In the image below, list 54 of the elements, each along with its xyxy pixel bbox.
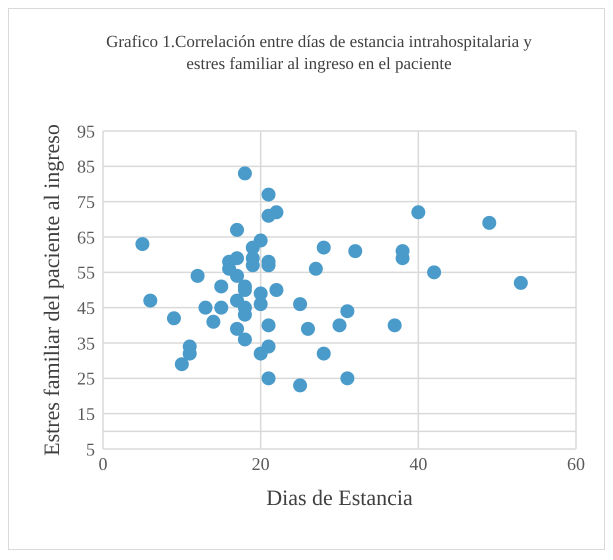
y-tick-label: 15 — [77, 404, 95, 424]
point — [482, 216, 496, 230]
point — [340, 304, 354, 318]
point — [206, 314, 220, 329]
y-tick-label: 45 — [77, 298, 95, 318]
point — [348, 244, 362, 258]
point — [166, 311, 181, 326]
point — [293, 378, 308, 392]
point — [340, 371, 354, 386]
point — [135, 237, 150, 252]
y-tick-label: 5 — [86, 439, 95, 460]
x-tick-label: 0 — [98, 454, 108, 474]
x-tick-label: 40 — [409, 454, 428, 474]
point — [214, 279, 228, 294]
point — [332, 318, 346, 332]
point — [214, 300, 228, 315]
point — [262, 188, 276, 202]
point — [238, 332, 252, 346]
point — [230, 322, 244, 336]
y-axis-title: Estres familiar del paciente al ingreso — [38, 124, 64, 456]
point — [230, 222, 244, 237]
point — [427, 265, 442, 280]
point — [254, 346, 268, 361]
point — [230, 268, 244, 283]
point — [293, 297, 308, 312]
point — [254, 297, 268, 312]
point — [198, 300, 212, 315]
point — [269, 205, 284, 220]
y-tick-label: 85 — [77, 156, 95, 177]
point — [238, 166, 252, 180]
chart-title: Grafico 1.Correlación entre días de estancia intrahospitalaria y estres familiar al ingreso en el paciente — [105, 31, 533, 75]
y-tick-label: 65 — [77, 227, 95, 248]
point — [174, 357, 189, 372]
point — [262, 318, 276, 332]
point — [300, 322, 315, 336]
x-tick-label: 20 — [252, 454, 270, 474]
point — [316, 240, 331, 255]
point — [143, 294, 158, 308]
point — [230, 251, 244, 266]
y-tick-label: 35 — [77, 333, 95, 354]
y-tick-label: 55 — [77, 262, 95, 283]
point — [308, 262, 323, 276]
y-tick-label: 75 — [77, 192, 95, 212]
y-tick-label: 25 — [77, 368, 95, 389]
point — [262, 371, 276, 386]
point — [388, 318, 402, 332]
point — [411, 205, 426, 220]
x-tick-label: 60 — [567, 454, 585, 474]
point — [269, 283, 284, 297]
x-axis-title: Dias de Estancia — [266, 485, 414, 510]
y-tick-label: 95 — [77, 121, 95, 142]
point — [316, 346, 331, 361]
point — [190, 268, 205, 283]
point — [514, 276, 528, 290]
